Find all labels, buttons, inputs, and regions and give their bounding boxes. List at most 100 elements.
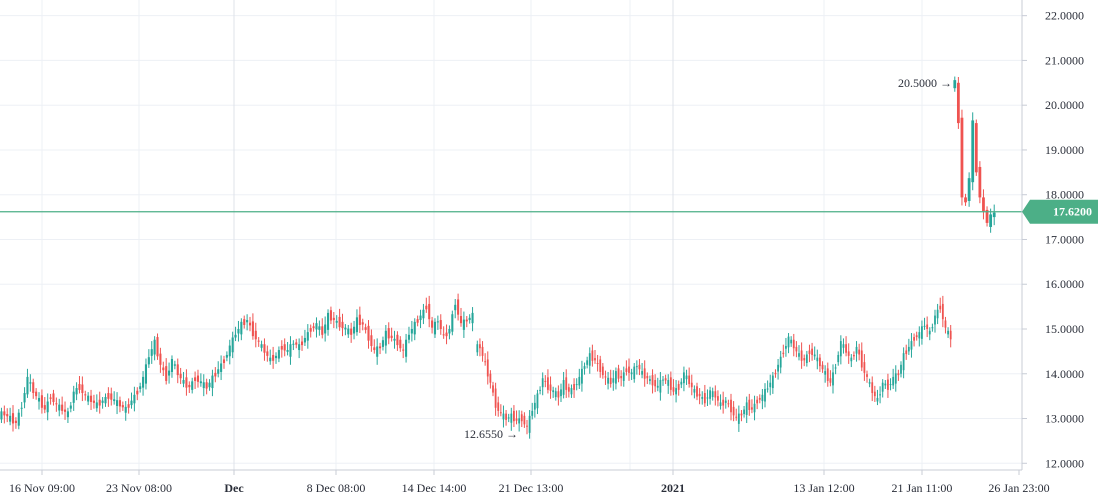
candle-body (607, 377, 609, 384)
candle-body (547, 377, 549, 390)
candle-body (785, 346, 787, 349)
y-tick-label: 22.0000 (1045, 9, 1084, 23)
candle-body (560, 389, 562, 397)
candle-body (303, 337, 306, 343)
y-tick-label: 21.0000 (1045, 53, 1084, 67)
candle-body (876, 397, 879, 402)
candle-body (381, 340, 385, 347)
candle-body (479, 344, 481, 349)
candle-body (819, 357, 821, 367)
candle-body (928, 330, 931, 335)
candle-body (225, 354, 228, 358)
candle-body (839, 341, 842, 357)
candle-body (811, 348, 813, 355)
candle-body (159, 353, 162, 365)
candle-body (173, 364, 176, 366)
candle-body (92, 400, 95, 403)
candle-body (26, 376, 29, 395)
candle-body (884, 383, 887, 386)
candle-body (842, 344, 845, 348)
candle-body (49, 397, 52, 399)
candle-body (722, 399, 725, 406)
price-annotation: 20.5000 → (898, 76, 952, 90)
candle-body (507, 417, 510, 419)
candle-body (923, 325, 926, 327)
candle-body (641, 371, 643, 375)
candle-body (751, 407, 753, 410)
candle-body (787, 336, 790, 348)
y-tick-label: 17.0000 (1045, 232, 1084, 246)
candle-body (552, 390, 555, 393)
candle-body (907, 346, 910, 352)
candle-body (837, 354, 840, 363)
candle-body (139, 386, 142, 389)
candle-body (89, 395, 93, 402)
candle-body (222, 359, 226, 364)
candle-body (332, 317, 335, 321)
candle-body (978, 166, 982, 198)
candle-body (792, 339, 795, 349)
candle-body (649, 379, 651, 381)
candle-body (144, 364, 148, 384)
candle-body (309, 328, 312, 332)
candle-body (902, 353, 905, 371)
candle-body (905, 350, 908, 355)
x-tick-label: 16 Nov 09:00 (9, 481, 75, 495)
candle-body (696, 386, 698, 397)
candle-body (75, 388, 78, 395)
candle-body (344, 327, 347, 330)
candle-body (502, 413, 505, 420)
candle-body (66, 411, 69, 418)
candle-body (586, 360, 589, 365)
candle-body (863, 362, 866, 373)
candle-body (451, 314, 454, 332)
candle-body (513, 410, 515, 422)
candle-body (680, 381, 683, 385)
candle-body (459, 316, 463, 324)
candle-body (617, 368, 620, 379)
candle-body (486, 359, 489, 377)
candle-body (55, 403, 58, 405)
candle-body (764, 388, 766, 402)
candle-body (442, 334, 445, 336)
candle-body (419, 315, 422, 321)
candle-body (740, 413, 743, 416)
candle-body (396, 334, 399, 346)
candle-body (413, 321, 416, 335)
candle-body (894, 373, 897, 384)
candle-body (735, 416, 738, 418)
candle-body (468, 317, 471, 321)
candle-body (557, 391, 560, 398)
candle-body (871, 382, 874, 394)
candle-body (526, 425, 528, 427)
candle-body (766, 388, 769, 390)
candle-body (659, 380, 662, 393)
candle-body (677, 384, 680, 390)
candle-body (329, 310, 332, 321)
candle-body (107, 393, 110, 399)
candle-body (654, 380, 657, 387)
candle-body (633, 366, 636, 380)
candle-body (816, 357, 819, 362)
candle-body (714, 391, 717, 398)
candle-body (688, 375, 691, 385)
candle-body (868, 382, 871, 384)
x-tick-label: 26 Jan 23:00 (988, 481, 1049, 495)
candle-body (269, 357, 272, 362)
candle-body (246, 320, 249, 323)
candle-body (667, 380, 670, 386)
candle-body (84, 394, 87, 396)
candle-body (832, 372, 834, 386)
y-tick-label: 20.0000 (1045, 98, 1084, 112)
candle-body (625, 368, 628, 372)
candle-body (782, 352, 785, 355)
candle-body (515, 418, 518, 421)
x-axis-ticks[interactable]: 16 Nov 09:00 23 Nov 08:00 Dec 8 Dec 08:00 14… (9, 470, 1050, 495)
candle-body (813, 354, 816, 357)
candle-body (683, 372, 685, 384)
y-tick-label: 15.0000 (1045, 322, 1084, 336)
y-axis-ticks[interactable]: 12.0000 13.0000 14.0000 15.0000 16.0000 17.00… (1022, 9, 1084, 471)
candle-body (971, 120, 975, 183)
candle-body (326, 312, 330, 330)
